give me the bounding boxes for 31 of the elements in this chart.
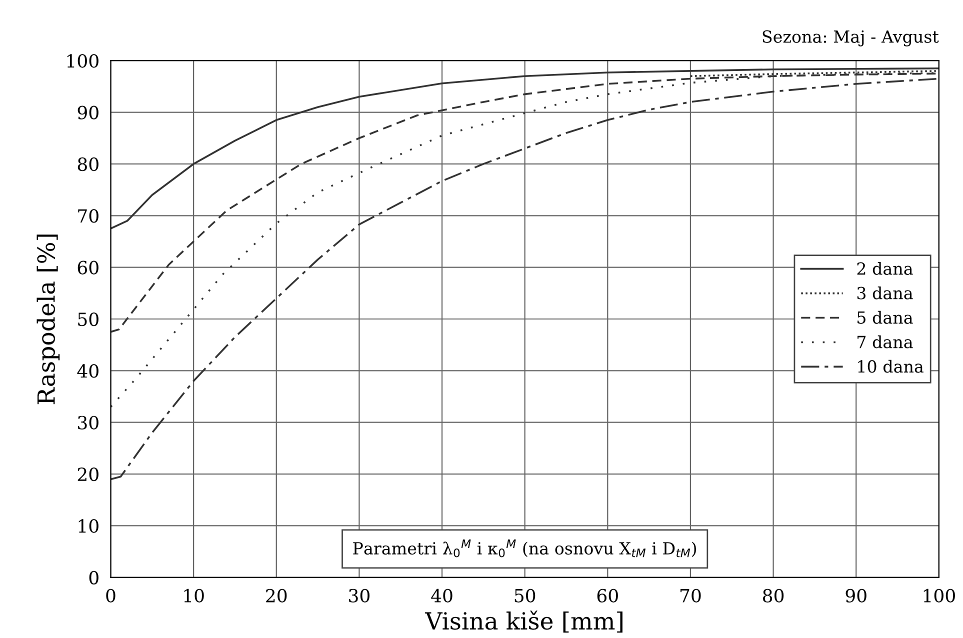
y-tick-label: 40 [77, 364, 98, 378]
legend-label: 5 dana [858, 310, 913, 324]
y-tick-label: 80 [78, 157, 98, 172]
x-tick-label: 0 [106, 588, 116, 602]
x-axis-title: Visina kiše [mm] [424, 610, 622, 633]
text: Parametri λ$_{0}$$^{M}$ i κ$_{0}$$^{M}$ (na osnovu X$_{tM}$ i D$_{tM}$) [353, 540, 696, 558]
y-tick-label: 50 [78, 312, 98, 326]
x-tick-label: 80 [763, 588, 784, 602]
legend-label: 2 dana [857, 262, 913, 275]
y-tick-label: 20 [78, 467, 98, 482]
x-tick-label: 10 [184, 588, 204, 602]
y-axis-title: Raspodela [%] [36, 234, 60, 404]
legend-label: 7 dana [858, 335, 913, 348]
x-tick-label: 30 [349, 588, 370, 602]
y-tick-label: 10 [78, 519, 98, 533]
y-tick-label: 90 [78, 106, 98, 120]
y-tick-label: 70 [78, 209, 98, 223]
x-tick-label: 90 [846, 588, 866, 602]
x-tick-label: 100 [924, 588, 955, 602]
x-tick-label: 40 [431, 588, 452, 602]
x-tick-label: 70 [680, 588, 701, 602]
x-tick-label: 60 [597, 588, 618, 602]
legend-label: 10 dana [858, 360, 924, 373]
text: Sezona: Maj - Avgust [762, 30, 939, 46]
x-tick-label: 20 [266, 588, 287, 602]
y-tick-label: 60 [78, 260, 98, 274]
y-tick-label: 0 [89, 570, 98, 585]
y-tick-label: 100 [67, 54, 98, 68]
y-tick-label: 30 [78, 416, 98, 430]
x-tick-label: 50 [514, 588, 536, 602]
legend-label: 3 dana [857, 286, 913, 300]
